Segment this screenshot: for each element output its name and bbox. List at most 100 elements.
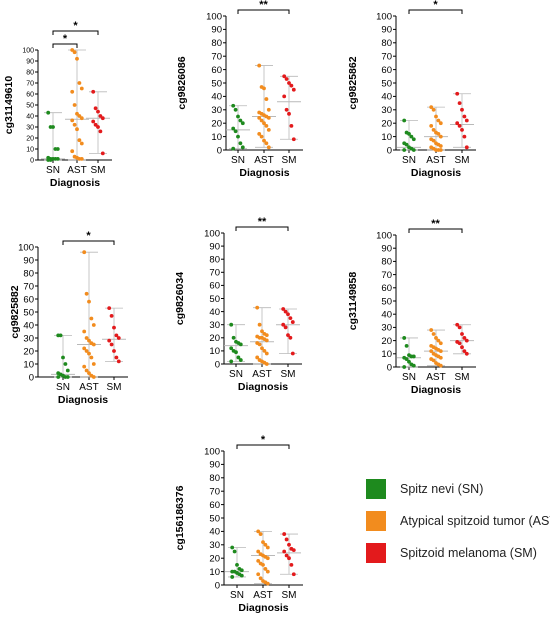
data-point-sn <box>411 137 416 142</box>
y-tick-label: 90 <box>209 241 220 252</box>
data-point-ast <box>255 355 260 360</box>
data-point-ast <box>77 81 82 85</box>
x-tick-label: SM <box>91 165 106 176</box>
data-point-sn <box>407 359 411 364</box>
data-point-sn <box>55 157 60 161</box>
significance-label: ** <box>431 218 440 230</box>
x-tick-label: SM <box>282 155 297 166</box>
data-point-sm <box>462 349 467 354</box>
data-point-sm <box>98 129 103 134</box>
data-point-ast <box>77 138 82 143</box>
significance-label: * <box>73 20 78 32</box>
significance-bracket <box>408 9 463 14</box>
y-tick-label: 10 <box>26 146 34 153</box>
y-tick-label: 20 <box>381 119 392 130</box>
data-point-sm <box>287 111 291 116</box>
data-point-sm <box>291 137 296 142</box>
data-point-sm <box>290 351 295 356</box>
y-tick-label: 20 <box>209 333 220 344</box>
y-tick-label: 100 <box>206 11 222 22</box>
data-point-sm <box>289 83 294 88</box>
data-point-ast <box>262 138 266 143</box>
y-tick-label: 0 <box>387 362 392 373</box>
data-point-ast <box>262 121 266 126</box>
y-tick-label: 60 <box>209 281 220 292</box>
y-tick-label: 10 <box>381 349 392 360</box>
legend-swatch-sm <box>366 543 386 563</box>
data-point-sn <box>402 148 407 152</box>
legend-label-sm: Spitzoid melanoma (SM) <box>400 546 537 560</box>
data-point-ast <box>431 107 436 112</box>
data-point-sn <box>239 573 244 578</box>
data-point-sm <box>109 314 114 318</box>
data-point-sm <box>457 101 462 105</box>
data-point-sn <box>51 125 55 129</box>
data-point-sn <box>231 335 236 340</box>
data-point-ast <box>438 144 443 148</box>
data-point-ast <box>264 338 269 343</box>
y-tick-label: 30 <box>209 320 220 331</box>
data-point-sm <box>114 355 119 360</box>
data-point-ast <box>265 581 270 586</box>
data-point-ast <box>266 115 271 120</box>
data-point-sm <box>116 336 121 340</box>
y-tick-label: 40 <box>26 113 34 120</box>
data-point-sm <box>455 121 460 126</box>
data-point-ast <box>257 342 262 347</box>
y-tick-label: 10 <box>209 567 220 578</box>
data-point-sn <box>232 549 237 554</box>
x-axis-title: Diagnosis <box>238 602 288 614</box>
y-tick-label: 80 <box>381 38 392 49</box>
data-point-sm <box>116 359 121 364</box>
data-point-ast <box>70 149 75 154</box>
data-point-sn <box>63 362 68 366</box>
data-point-sn <box>233 129 238 134</box>
data-point-sm <box>291 87 296 92</box>
y-axis-title: cg9826086 <box>176 56 188 109</box>
y-tick-label: 60 <box>26 91 34 98</box>
data-point-ast <box>438 148 443 152</box>
data-point-sn <box>48 158 53 162</box>
data-point-sm <box>287 556 291 561</box>
data-point-sm <box>289 123 294 128</box>
x-tick-label: AST <box>67 165 86 176</box>
x-tick-label: AST <box>254 155 273 166</box>
data-point-ast <box>258 576 263 581</box>
data-point-sn <box>411 148 416 152</box>
data-point-ast <box>70 118 75 123</box>
x-tick-label: AST <box>253 590 272 601</box>
data-point-sm <box>100 151 105 156</box>
y-axis-title: cg31149858 <box>347 272 359 331</box>
data-point-sm <box>282 74 287 79</box>
data-point-sm <box>291 572 296 577</box>
data-point-sm <box>286 333 290 338</box>
data-point-sn <box>411 354 416 359</box>
data-point-sn <box>229 322 234 327</box>
y-tick-label: 70 <box>26 80 34 87</box>
data-point-ast <box>261 563 265 567</box>
y-tick-label: 90 <box>26 58 34 65</box>
y-axis-title: cg9825862 <box>347 56 359 109</box>
data-point-sm <box>287 81 291 85</box>
y-tick-label: 20 <box>381 336 392 347</box>
data-point-ast <box>431 138 436 143</box>
data-point-sm <box>91 89 96 94</box>
data-point-ast <box>260 346 264 351</box>
data-point-sn <box>231 126 236 131</box>
data-point-ast <box>79 157 84 161</box>
data-point-ast <box>70 48 75 52</box>
y-tick-label: 40 <box>209 527 220 538</box>
significance-bracket <box>62 240 115 245</box>
x-tick-label: SN <box>229 369 243 380</box>
y-tick-label: 30 <box>381 323 392 334</box>
data-point-ast <box>265 569 270 574</box>
data-point-ast <box>438 355 443 360</box>
data-point-sm <box>462 114 467 119</box>
legend-label-ast: Atypical spitzoid tumor (AST) <box>400 514 550 528</box>
y-tick-label: 100 <box>204 228 220 239</box>
data-point-sm <box>291 548 296 553</box>
significance-bracket <box>52 43 78 48</box>
data-point-ast <box>438 134 443 139</box>
